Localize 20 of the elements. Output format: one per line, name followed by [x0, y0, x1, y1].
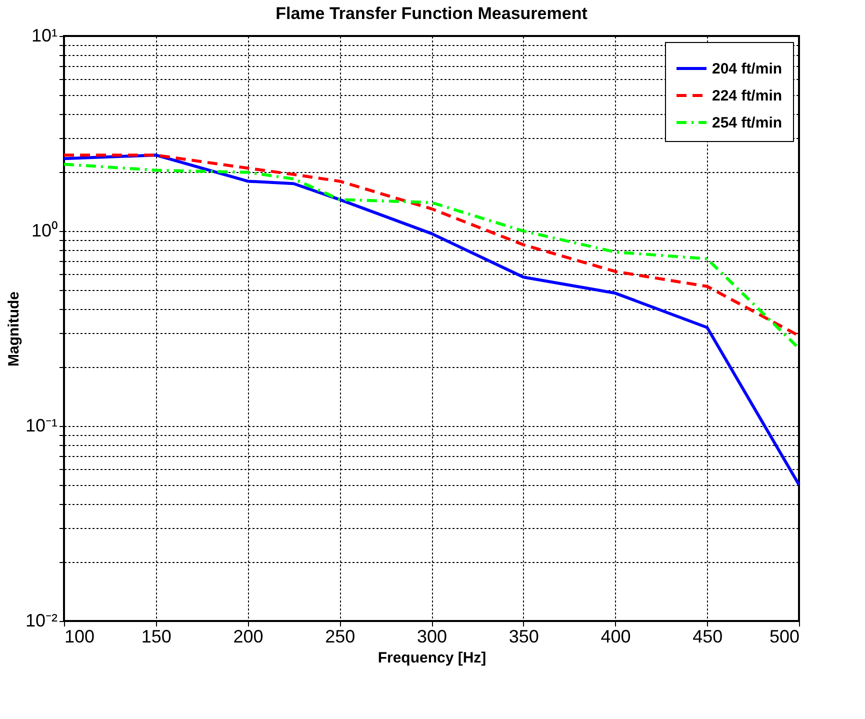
x-tick-label: 450 — [692, 626, 723, 646]
legend-label: 204 ft/min — [712, 60, 782, 78]
x-tick-label: 350 — [508, 626, 539, 646]
line-series — [62, 154, 800, 486]
y-axis-title: Magnitude — [5, 292, 22, 366]
x-axis-title: Frequency [Hz] — [378, 650, 486, 666]
y-tick-label: 10⁻² — [25, 610, 58, 630]
y-tick-label: 10⁰ — [31, 220, 58, 240]
legend-label: 254 ft/min — [712, 114, 782, 132]
x-tick-label: 250 — [325, 626, 356, 646]
chart-title: Flame Transfer Function Measurement — [276, 4, 588, 23]
x-tick-label: 500 — [769, 626, 800, 646]
x-tick-label: 200 — [233, 626, 264, 646]
x-tick-label: 150 — [141, 626, 172, 646]
x-tick-label: 400 — [600, 626, 631, 646]
y-tick-label: 10¹ — [31, 26, 58, 46]
y-tick-label: 10⁻¹ — [25, 416, 58, 436]
x-tick-label: 100 — [64, 626, 95, 646]
x-tick-label: 300 — [416, 626, 448, 646]
legend-label: 224 ft/min — [712, 88, 782, 104]
